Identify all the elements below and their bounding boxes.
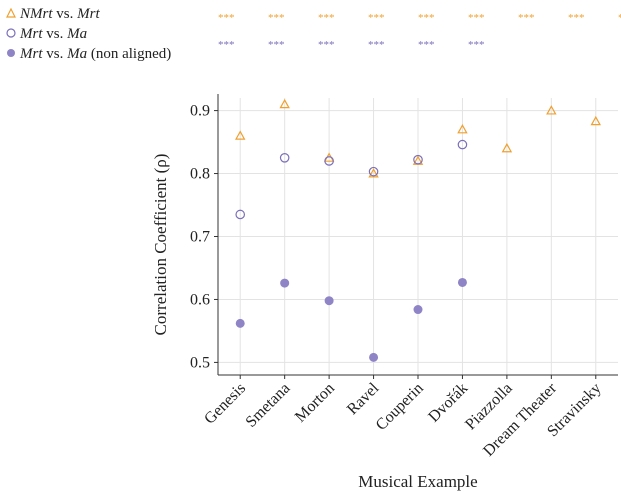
significance-stars: *** (268, 39, 285, 51)
significance-stars: *** (218, 12, 235, 24)
y-tick-label: 0.8 (190, 166, 210, 183)
data-point-nmrt_mrt (546, 105, 557, 115)
x-tick-label: Ravel (344, 379, 383, 418)
legend-item-mrt-vs-ma: Mrt vs. Ma (6, 24, 171, 44)
significance-stars: *** (618, 12, 621, 24)
data-point-nmrt_mrt (279, 98, 290, 109)
x-tick-label: Couperin (373, 380, 427, 434)
significance-stars: *** (468, 39, 485, 51)
data-point-mrt_ma_na (280, 278, 290, 288)
legend-item-nmrt-vs-mrt: NMrt vs. Mrt (6, 4, 171, 24)
data-point-mrt_ma (324, 156, 334, 166)
data-point-mrt_ma (235, 209, 246, 220)
legend: NMrt vs. Mrt Mrt vs. Ma Mrt vs. Ma (non … (6, 4, 171, 64)
data-point-mrt_ma_na (369, 352, 379, 362)
data-point-nmrt_mrt (235, 130, 246, 140)
data-point-mrt_ma_na (457, 277, 467, 287)
significance-stars: *** (318, 39, 335, 51)
significance-stars: *** (218, 39, 235, 51)
open-circle-marker-icon (6, 24, 18, 44)
significance-stars: *** (418, 12, 435, 24)
x-tick-label: Genesis (201, 380, 249, 428)
x-axis-title: Musical Example (358, 472, 477, 491)
y-tick-label: 0.6 (190, 291, 210, 308)
significance-stars: *** (418, 39, 435, 51)
filled-circle-marker-icon (6, 44, 18, 64)
significance-stars: *** (368, 39, 385, 51)
data-point-mrt_ma (279, 153, 290, 163)
y-tick-label: 0.7 (190, 229, 210, 246)
significance-stars: *** (318, 12, 335, 24)
data-point-mrt_ma (368, 166, 379, 177)
legend-label: Mrt vs. Ma (non aligned) (20, 46, 172, 62)
significance-stars: *** (568, 12, 585, 24)
significance-stars: *** (368, 12, 385, 24)
data-point-mrt_ma_na (324, 296, 334, 306)
y-tick-label: 0.5 (190, 354, 210, 371)
legend-label: Mrt vs. Ma (20, 26, 88, 42)
legend-label: NMrt vs. Mrt (20, 6, 100, 22)
x-tick-label: Smetana (243, 380, 294, 431)
significance-stars: *** (518, 12, 535, 24)
significance-stars: *** (468, 12, 485, 24)
significance-stars: *** (268, 12, 285, 24)
data-point-mrt_ma (457, 139, 468, 150)
data-point-nmrt_mrt (457, 124, 468, 134)
triangle-marker-icon (6, 4, 18, 24)
y-axis-title: Correlation Coefficient (ρ) (151, 154, 170, 336)
x-tick-label: Morton (292, 380, 338, 426)
legend-item-mrt-vs-ma-non-aligned: Mrt vs. Ma (non aligned) (6, 44, 171, 64)
y-tick-label: 0.9 (190, 103, 210, 120)
data-point-nmrt_mrt (368, 168, 379, 178)
data-point-mrt_ma_na (235, 318, 245, 328)
data-point-mrt_ma (413, 154, 423, 165)
data-point-nmrt_mrt (590, 115, 601, 126)
data-point-nmrt_mrt (501, 142, 513, 153)
data-point-mrt_ma_na (413, 305, 423, 315)
